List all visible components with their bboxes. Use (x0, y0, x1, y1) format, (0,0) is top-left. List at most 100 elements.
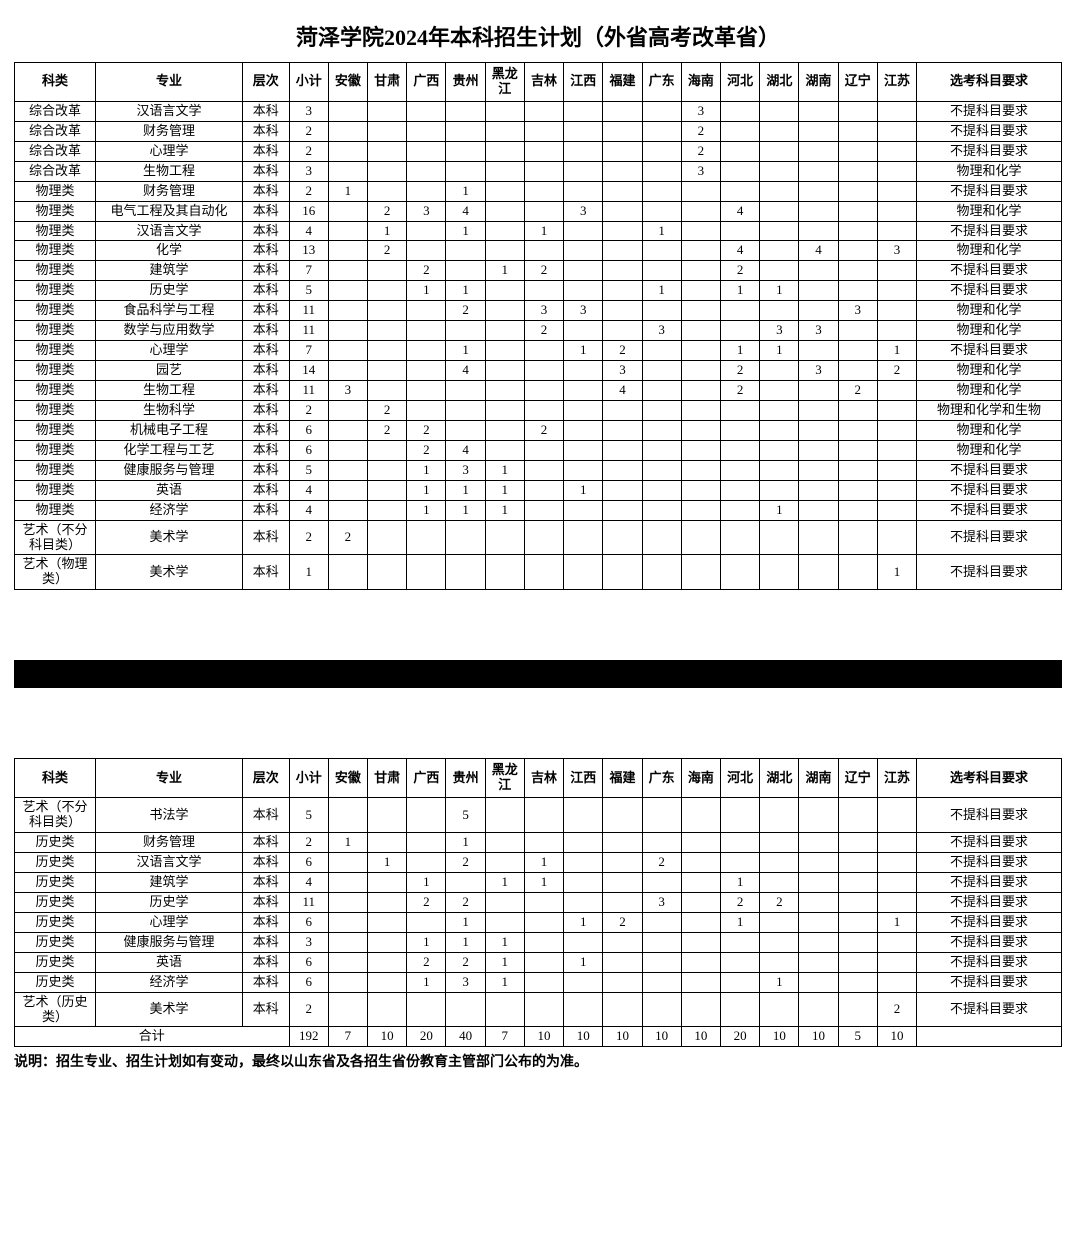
table-cell (524, 555, 563, 590)
table-cell: 本科 (243, 892, 290, 912)
table-cell (407, 321, 446, 341)
table-cell (407, 555, 446, 590)
table-cell: 2 (289, 141, 328, 161)
table-cell: 本科 (243, 420, 290, 440)
table-cell: 生物科学 (95, 400, 242, 420)
table-cell (407, 833, 446, 853)
column-header: 广东 (642, 759, 681, 798)
table-cell: 本科 (243, 161, 290, 181)
table-cell: 1 (446, 912, 485, 932)
table-cell: 不提科目要求 (917, 101, 1062, 121)
table-cell (877, 480, 916, 500)
table-cell (681, 181, 720, 201)
table-cell (760, 121, 799, 141)
column-header: 江西 (564, 63, 603, 102)
table-cell (564, 361, 603, 381)
table-cell: 7 (289, 341, 328, 361)
table-cell: 7 (289, 261, 328, 281)
table-cell (877, 201, 916, 221)
table-cell: 2 (721, 361, 760, 381)
table-cell: 1 (407, 281, 446, 301)
table-cell (799, 555, 838, 590)
table-cell (603, 932, 642, 952)
table-cell (838, 798, 877, 833)
table-cell: 2 (289, 181, 328, 201)
table-cell (760, 361, 799, 381)
table-cell (642, 500, 681, 520)
table-cell (485, 161, 524, 181)
table-cell (642, 798, 681, 833)
table-cell: 1 (524, 221, 563, 241)
table-cell: 园艺 (95, 361, 242, 381)
table-cell (681, 853, 720, 873)
table-cell (721, 952, 760, 972)
table-cell (564, 221, 603, 241)
table-cell: 综合改革 (15, 121, 96, 141)
table-cell (877, 261, 916, 281)
table-cell (721, 798, 760, 833)
table-cell (877, 952, 916, 972)
table-cell: 电气工程及其自动化 (95, 201, 242, 221)
table-cell (838, 952, 877, 972)
table-cell: 物理类 (15, 480, 96, 500)
table-cell (328, 361, 367, 381)
table-cell: 生物工程 (95, 161, 242, 181)
table-cell (446, 321, 485, 341)
table-cell (838, 440, 877, 460)
table-cell (721, 972, 760, 992)
table-cell: 2 (642, 853, 681, 873)
table-cell: 1 (760, 972, 799, 992)
table-cell: 2 (407, 892, 446, 912)
table-cell: 2 (524, 321, 563, 341)
table-cell (485, 221, 524, 241)
table-cell: 4 (799, 241, 838, 261)
table-row: 历史类历史学本科1122322不提科目要求 (15, 892, 1062, 912)
table-cell (838, 912, 877, 932)
table-cell: 1 (877, 912, 916, 932)
table-cell (877, 460, 916, 480)
table-cell (407, 241, 446, 261)
table-cell (603, 420, 642, 440)
table-cell: 4 (446, 201, 485, 221)
table-cell (328, 972, 367, 992)
table-cell (760, 201, 799, 221)
column-header: 科类 (15, 63, 96, 102)
table-cell: 1 (760, 281, 799, 301)
table-row: 历史类健康服务与管理本科3111不提科目要求 (15, 932, 1062, 952)
table-header-row: 科类专业层次小计安徽甘肃广西贵州黑龙江吉林江西福建广东海南河北湖北湖南辽宁江苏选… (15, 63, 1062, 102)
table-cell (838, 241, 877, 261)
table-cell (642, 261, 681, 281)
table-cell: 4 (289, 480, 328, 500)
table-cell: 历史学 (95, 892, 242, 912)
table-cell (524, 440, 563, 460)
table-cell (838, 161, 877, 181)
table-cell: 2 (407, 420, 446, 440)
table-cell (799, 932, 838, 952)
table-cell (328, 500, 367, 520)
table-cell (877, 181, 916, 201)
table-cell (407, 992, 446, 1027)
table-row: 物理类建筑学本科72122不提科目要求 (15, 261, 1062, 281)
table-cell (368, 301, 407, 321)
table-cell (721, 101, 760, 121)
table-cell (603, 480, 642, 500)
table-cell: 本科 (243, 460, 290, 480)
table-cell: 建筑学 (95, 261, 242, 281)
table-cell: 1 (407, 500, 446, 520)
table-cell: 不提科目要求 (917, 853, 1062, 873)
table-cell (760, 381, 799, 401)
table-cell: 不提科目要求 (917, 460, 1062, 480)
table-cell: 本科 (243, 952, 290, 972)
table-cell (721, 301, 760, 321)
table-cell: 3 (564, 201, 603, 221)
table-cell: 经济学 (95, 500, 242, 520)
table-cell (328, 892, 367, 912)
table-cell (799, 161, 838, 181)
table-cell: 11 (289, 321, 328, 341)
total-cell: 40 (446, 1027, 485, 1047)
table-cell: 1 (446, 281, 485, 301)
table-cell (564, 400, 603, 420)
table-cell: 本科 (243, 241, 290, 261)
table-row: 历史类财务管理本科211不提科目要求 (15, 833, 1062, 853)
table-cell (328, 798, 367, 833)
